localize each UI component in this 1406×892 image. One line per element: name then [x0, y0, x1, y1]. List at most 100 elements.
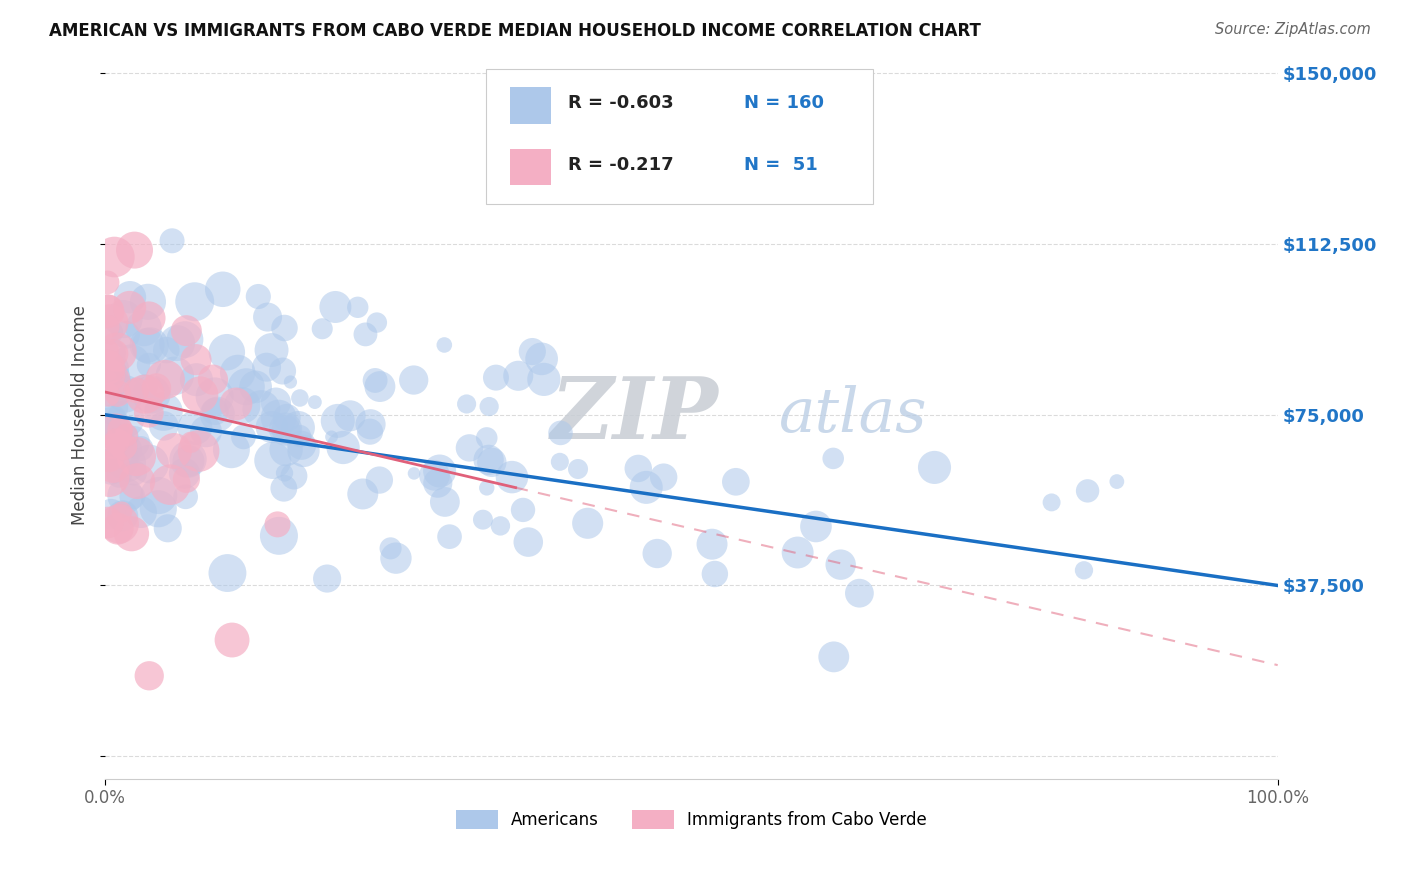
- Point: [250, 402, 273, 417]
- Point: [380, 541, 402, 556]
- Point: [280, 375, 302, 389]
- Point: [211, 282, 233, 296]
- Point: [100, 508, 122, 522]
- Point: [266, 517, 288, 532]
- Point: [366, 316, 388, 330]
- Point: [273, 321, 295, 335]
- Point: [273, 466, 295, 480]
- Point: [129, 505, 152, 519]
- Point: [176, 472, 198, 486]
- Point: [439, 530, 461, 544]
- Point: [125, 384, 148, 398]
- Point: [180, 435, 202, 450]
- Point: [98, 470, 121, 484]
- Point: [177, 452, 200, 467]
- Point: [97, 388, 120, 402]
- Point: [508, 368, 530, 383]
- Point: [485, 370, 508, 384]
- Point: [176, 324, 198, 338]
- Point: [260, 420, 283, 434]
- Point: [100, 346, 122, 360]
- Point: [101, 439, 124, 453]
- Y-axis label: Median Household Income: Median Household Income: [72, 305, 89, 524]
- Legend: Americans, Immigrants from Cabo Verde: Americans, Immigrants from Cabo Verde: [450, 804, 934, 836]
- Point: [274, 423, 297, 437]
- Point: [111, 505, 134, 519]
- Point: [114, 442, 136, 457]
- Point: [217, 566, 239, 580]
- Point: [354, 327, 377, 342]
- Text: atlas: atlas: [779, 384, 928, 445]
- Point: [288, 391, 311, 405]
- Point: [160, 234, 183, 248]
- Point: [478, 453, 501, 467]
- Point: [155, 343, 177, 357]
- Point: [352, 487, 374, 501]
- Point: [108, 452, 131, 467]
- Text: R = -0.217: R = -0.217: [568, 156, 673, 174]
- Point: [247, 289, 270, 303]
- Point: [100, 400, 122, 414]
- Point: [112, 312, 135, 326]
- Point: [288, 429, 311, 443]
- Point: [138, 311, 160, 326]
- Point: [276, 442, 298, 457]
- Text: N =  51: N = 51: [744, 156, 818, 174]
- Point: [501, 470, 523, 484]
- Point: [231, 398, 253, 412]
- Point: [159, 477, 181, 491]
- Point: [174, 333, 197, 347]
- Point: [96, 343, 118, 358]
- Point: [321, 430, 343, 444]
- Point: [830, 558, 852, 572]
- Point: [548, 455, 571, 469]
- Point: [100, 464, 122, 478]
- Point: [115, 428, 138, 442]
- Point: [368, 379, 391, 393]
- Point: [204, 389, 226, 403]
- Point: [121, 526, 143, 541]
- Point: [332, 441, 354, 455]
- Point: [456, 397, 478, 411]
- Point: [127, 383, 149, 397]
- Point: [215, 345, 238, 359]
- Point: [184, 420, 207, 434]
- Point: [186, 373, 208, 387]
- Point: [429, 464, 451, 478]
- Point: [325, 300, 347, 314]
- Point: [96, 320, 118, 334]
- Point: [103, 347, 125, 361]
- Point: [364, 374, 387, 388]
- Point: [287, 420, 309, 434]
- Point: [107, 522, 129, 536]
- Point: [148, 489, 170, 503]
- Point: [104, 424, 127, 438]
- Point: [201, 373, 224, 387]
- Text: N = 160: N = 160: [744, 95, 824, 112]
- Point: [316, 572, 339, 586]
- Point: [138, 358, 160, 372]
- Point: [101, 361, 124, 376]
- Point: [256, 310, 278, 324]
- Point: [478, 400, 501, 414]
- Point: [402, 373, 425, 387]
- Point: [183, 294, 205, 309]
- Point: [512, 503, 534, 517]
- Point: [96, 276, 118, 290]
- Point: [283, 469, 305, 483]
- Point: [153, 419, 176, 434]
- Point: [115, 327, 138, 342]
- Point: [627, 461, 650, 475]
- Point: [111, 508, 134, 523]
- Point: [141, 387, 163, 401]
- Point: [489, 519, 512, 533]
- Point: [311, 322, 333, 336]
- Point: [267, 410, 290, 425]
- Point: [804, 519, 827, 533]
- Point: [645, 547, 668, 561]
- Point: [122, 466, 145, 480]
- Point: [402, 467, 425, 481]
- Point: [471, 513, 494, 527]
- Point: [530, 351, 553, 366]
- Point: [98, 316, 121, 330]
